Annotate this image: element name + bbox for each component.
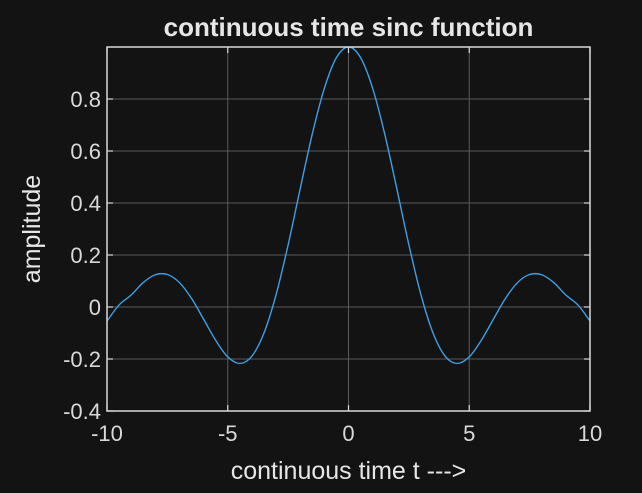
- x-tick-labels: -10 -5 0 5 10: [91, 421, 602, 446]
- x-axis-label: continuous time t --->: [231, 457, 467, 485]
- x-tick-label: -10: [91, 421, 123, 446]
- x-tick-label: 0: [342, 421, 354, 446]
- ticks: [106, 47, 591, 412]
- x-tick-label: 10: [578, 421, 602, 446]
- y-axis-label: amplitude: [18, 175, 46, 283]
- y-tick-label: -0.2: [63, 347, 101, 372]
- y-tick-label: 0.8: [70, 87, 101, 112]
- y-tick-label: 0: [89, 295, 101, 320]
- y-tick-labels: -0.4 -0.2 0 0.2 0.4 0.6 0.8: [63, 87, 101, 424]
- y-tick-label: -0.4: [63, 399, 101, 424]
- y-tick-label: 0.2: [70, 243, 101, 268]
- x-tick-label: 5: [463, 421, 475, 446]
- y-tick-label: 0.4: [70, 191, 101, 216]
- x-tick-label: -5: [218, 421, 238, 446]
- chart-title: continuous time sinc function: [164, 12, 534, 42]
- grid: [107, 47, 590, 411]
- y-tick-label: 0.6: [70, 139, 101, 164]
